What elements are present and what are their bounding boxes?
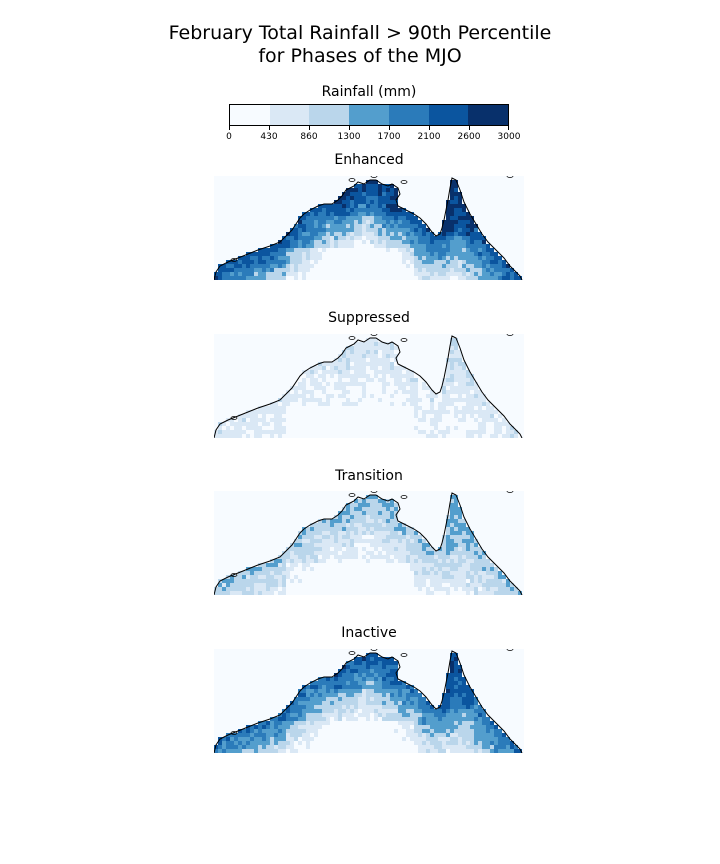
colorbar-segment [230,105,270,125]
island-outline [370,491,378,493]
colorbar [229,104,509,126]
panel-title-inactive: Inactive [341,625,397,641]
island-outline [230,416,238,420]
rainfall-map [214,176,524,280]
island-outline [400,338,408,342]
coastline [214,492,523,595]
colorbar-tick [389,126,390,130]
island-outline [400,653,408,657]
coastline [214,177,523,280]
island-outline [348,493,356,497]
rainfall-map [214,649,524,753]
colorbar-tick [269,126,270,130]
rainfall-map [214,491,524,595]
figure-title: February Total Rainfall > 90th Percentil… [0,22,720,68]
coastline [214,650,523,753]
island-outline [348,651,356,655]
colorbar-label: Rainfall (mm) [321,84,417,100]
colorbar-tick [429,126,430,130]
colorbar-tick-label: 0 [226,132,232,142]
island-outline [230,258,238,262]
panel-title-transition: Transition [335,468,403,484]
island-outline [348,336,356,340]
panel-title-enhanced: Enhanced [334,152,404,168]
colorbar-segment [428,105,469,125]
colorbar-segment [388,105,429,125]
rainfall-map [214,334,524,438]
colorbar-segment [269,105,310,125]
island-outline [348,178,356,182]
island-outline [370,334,378,336]
colorbar-tick [229,126,230,130]
colorbar-tick-label: 430 [260,132,278,142]
colorbar-tick [508,126,509,130]
island-outline [230,573,238,577]
island-outline [506,649,514,651]
colorbar-tick-label: 3000 [497,132,521,142]
island-outline [370,176,378,178]
rainfall-grid [214,180,522,280]
rainfall-grid [214,653,522,753]
colorbar-tick-label: 1300 [337,132,361,142]
figure-title-line1: February Total Rainfall > 90th Percentil… [168,22,552,44]
island-outline [506,334,514,336]
island-outline [506,176,514,178]
map-panel-suppressed [214,334,524,438]
island-outline [400,495,408,499]
island-outline [370,649,378,651]
colorbar-segment [349,105,389,125]
colorbar-tick-label: 1700 [377,132,401,142]
colorbar-tick [309,126,310,130]
island-outline [506,491,514,493]
map-panel-transition [214,491,524,595]
colorbar-segment [468,105,509,125]
panel-title-suppressed: Suppressed [328,310,410,326]
colorbar-tick [349,126,350,130]
colorbar-tick-label: 2600 [457,132,481,142]
colorbar-segment [309,105,350,125]
colorbar-tick [469,126,470,130]
rainfall-grid [214,495,522,595]
island-outline [400,180,408,184]
colorbar-ticks: 0 430 860 1300 1700 2100 2600 3000 [226,126,520,142]
map-panel-enhanced [214,176,524,280]
coastline [214,335,523,438]
colorbar-tick-label: 2100 [417,132,441,142]
map-panel-inactive [214,649,524,753]
colorbar-tick-label: 860 [300,132,318,142]
figure-title-line2: for Phases of the MJO [258,45,462,67]
island-outline [230,731,238,735]
